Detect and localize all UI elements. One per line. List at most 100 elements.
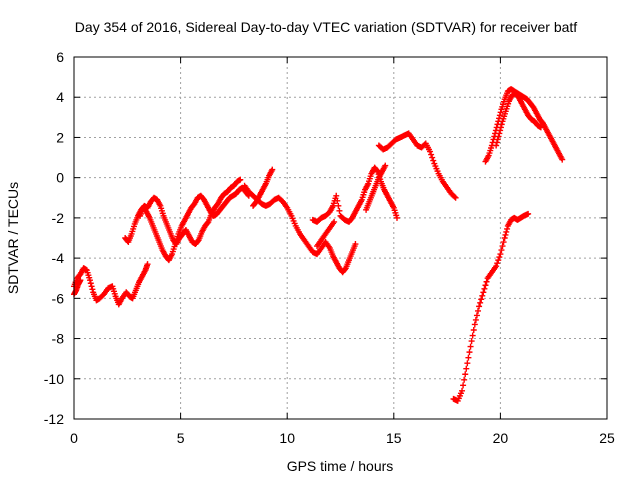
- data-point: [504, 225, 511, 232]
- data-point: [469, 332, 476, 339]
- data-point: [466, 349, 473, 356]
- data-series-arc-5: [250, 166, 276, 209]
- data-point: [468, 338, 475, 345]
- x-tick-label: 10: [279, 430, 295, 446]
- data-point: [86, 277, 93, 284]
- data-point: [493, 139, 500, 146]
- data-point: [483, 278, 490, 285]
- data-point: [269, 166, 276, 173]
- data-point: [496, 130, 503, 137]
- data-point: [451, 193, 458, 200]
- data-point: [430, 157, 437, 164]
- data-point: [77, 277, 84, 284]
- y-tick-label: 2: [56, 129, 64, 145]
- data-point: [374, 167, 381, 174]
- data-point: [493, 263, 500, 270]
- data-point: [333, 192, 340, 199]
- data-point: [479, 292, 486, 299]
- data-point: [452, 194, 459, 201]
- data-point: [493, 142, 500, 149]
- data-point: [502, 231, 509, 238]
- data-point: [428, 151, 435, 158]
- y-tick-label: 4: [56, 89, 64, 105]
- data-point: [497, 124, 504, 131]
- y-tick-label: 6: [56, 49, 64, 65]
- y-tick-label: -4: [52, 250, 65, 266]
- data-point: [494, 260, 501, 267]
- data-series-arc-9: [375, 130, 459, 201]
- data-series-arc-3: [137, 184, 252, 264]
- data-point: [87, 280, 94, 287]
- data-point: [204, 219, 211, 226]
- y-tick-label: -8: [52, 331, 65, 347]
- data-point: [471, 321, 478, 328]
- tick-layer: 0 5 10 15 20 25 -12 -10 -8 -6 -4 -2 0 2 4 6: [44, 49, 615, 446]
- data-point: [460, 382, 467, 389]
- chart-title: Day 354 of 2016, Sidereal Day-to-day VTE…: [75, 19, 578, 35]
- data-point: [472, 316, 479, 323]
- data-point: [475, 307, 482, 314]
- data-point: [501, 235, 508, 241]
- data-point: [467, 343, 474, 350]
- data-point: [499, 243, 506, 250]
- data-point: [559, 156, 566, 163]
- data-point: [495, 133, 502, 140]
- data-point: [336, 207, 343, 214]
- data-point: [89, 286, 96, 293]
- data-point: [382, 162, 389, 169]
- x-tick-label: 15: [386, 430, 402, 446]
- data-point: [496, 254, 503, 261]
- data-point: [497, 251, 504, 258]
- data-point: [495, 257, 502, 264]
- data-point: [331, 218, 338, 225]
- data-point: [503, 228, 510, 235]
- x-axis-title: GPS time / hours: [287, 458, 394, 474]
- data-point: [335, 202, 342, 209]
- data-point: [497, 127, 504, 134]
- data-point: [481, 285, 488, 292]
- y-axis-title: SDTVAR / TECUs: [5, 182, 21, 294]
- data-point: [470, 327, 477, 334]
- data-point: [478, 296, 485, 303]
- data-point: [494, 136, 501, 143]
- data-point: [497, 109, 504, 116]
- data-point: [427, 148, 434, 155]
- data-point: [473, 312, 480, 319]
- x-tick-label: 0: [70, 430, 78, 446]
- data-point: [482, 282, 489, 289]
- data-point: [144, 261, 151, 268]
- data-point: [462, 371, 469, 378]
- data-point: [465, 354, 472, 361]
- data-point: [498, 121, 505, 128]
- data-point: [537, 124, 544, 131]
- data-point: [459, 387, 466, 394]
- data-point: [496, 112, 503, 119]
- y-tick-label: 0: [56, 170, 64, 186]
- data-series-arc-4: [241, 182, 359, 276]
- data-point: [477, 299, 484, 306]
- plot-frame: [73, 56, 608, 420]
- data-point: [342, 266, 349, 273]
- x-tick-label: 20: [493, 430, 509, 446]
- data-point: [461, 376, 468, 383]
- data-point: [498, 247, 505, 254]
- data-point: [476, 303, 483, 310]
- data-point: [334, 197, 341, 204]
- y-tick-label: -6: [52, 290, 65, 306]
- y-tick-label: -10: [44, 371, 64, 387]
- data-point: [500, 239, 507, 246]
- data-series-arc-10: [450, 210, 532, 404]
- y-tick-label: -12: [44, 411, 64, 427]
- data-point: [237, 176, 244, 183]
- data-point: [393, 214, 400, 221]
- x-tick-label: 25: [599, 430, 615, 446]
- data-point: [88, 283, 95, 290]
- data-series-arc-7: [314, 218, 338, 250]
- data-series-arc-12: [493, 90, 544, 149]
- data-layer: [71, 86, 566, 404]
- data-point: [194, 238, 201, 245]
- data-point: [352, 241, 359, 248]
- data-point: [429, 154, 436, 161]
